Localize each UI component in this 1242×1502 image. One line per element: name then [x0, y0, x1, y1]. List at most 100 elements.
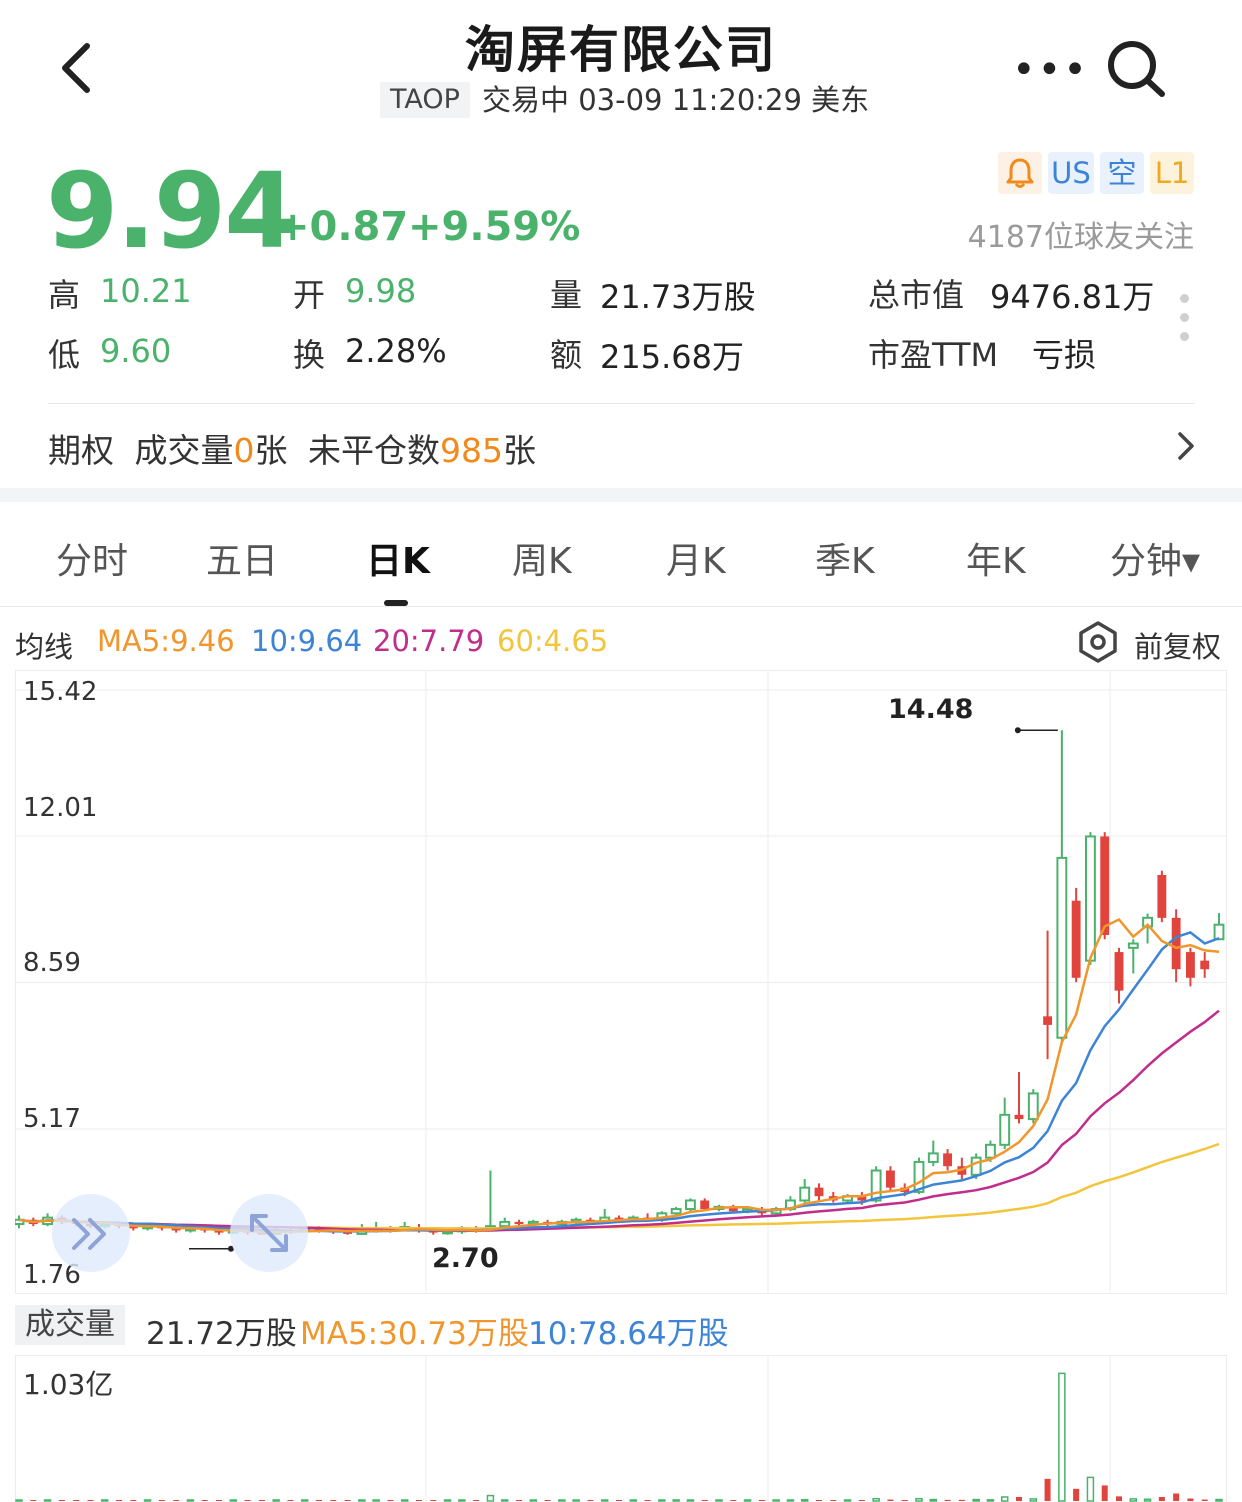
volume-bar	[216, 1500, 222, 1501]
volume-bar	[387, 1500, 394, 1501]
fullscreen-button[interactable]	[230, 1194, 308, 1272]
ma60-value: 60:4.65	[497, 624, 609, 658]
search-icon[interactable]	[1104, 38, 1168, 98]
candle-body	[214, 1230, 224, 1233]
volume-bar	[972, 1498, 980, 1502]
scroll-forward-button[interactable]	[52, 1194, 130, 1272]
candlestick-chart[interactable]	[15, 670, 1227, 1294]
ticker-badge: TAOP	[380, 82, 470, 118]
tab-daily-k[interactable]: 日K	[366, 541, 430, 582]
volume-bar	[743, 1499, 752, 1502]
tab-intraday[interactable]: 分时	[56, 541, 129, 582]
candle-body	[1014, 1114, 1024, 1120]
bell-icon[interactable]	[998, 152, 1042, 194]
ma20-line	[18, 1009, 1220, 1233]
low-value: 9.60	[100, 332, 172, 370]
back-icon[interactable]	[55, 40, 105, 96]
candle-body	[670, 1208, 682, 1215]
mktcap-value: 9476.81万	[990, 278, 1155, 316]
settings-hexagon-icon[interactable]	[1076, 620, 1120, 664]
volume-bar	[816, 1500, 822, 1501]
candle-body	[857, 1196, 867, 1201]
high-value: 10.21	[100, 272, 192, 310]
volume-bar	[958, 1499, 965, 1501]
volume-bar	[686, 1499, 695, 1502]
volume-bar	[1016, 1496, 1022, 1501]
more-icon[interactable]: •••	[1012, 47, 1089, 93]
volume-bar	[201, 1500, 208, 1501]
candle-body	[1085, 835, 1096, 962]
tab-yearly-k[interactable]: 年K	[966, 541, 1026, 582]
candle-body	[913, 1160, 925, 1193]
high-marker-dot	[1014, 727, 1021, 734]
volume-bar	[1129, 1498, 1138, 1502]
volume-bar	[87, 1500, 94, 1501]
expand-arrows-icon	[250, 1214, 288, 1252]
volume-bar	[473, 1500, 480, 1501]
volume-bar	[287, 1500, 294, 1501]
candle-body	[1043, 1016, 1052, 1025]
candle-body	[985, 1143, 996, 1159]
volume-bar	[458, 1499, 466, 1502]
ma20-value: 20:7.79	[373, 624, 485, 658]
volume-bar	[1073, 1488, 1080, 1501]
turnover-label: 换	[293, 336, 326, 374]
volume-bar	[173, 1500, 180, 1501]
volume-bar	[1215, 1498, 1223, 1502]
volume-bar	[372, 1499, 380, 1502]
candle-body	[1200, 960, 1210, 970]
adjust-mode[interactable]: 前复权	[1134, 630, 1222, 664]
candle-body	[314, 1228, 324, 1231]
turnover-value: 2.28%	[345, 332, 447, 370]
high-label: 高	[48, 276, 81, 314]
tab-minute[interactable]: 分钟▾	[1110, 541, 1201, 582]
active-tab-indicator	[384, 600, 408, 606]
divider	[48, 403, 1194, 404]
volume-bar	[944, 1499, 951, 1501]
candle-body	[514, 1221, 524, 1225]
last-price: 9.94	[46, 150, 297, 272]
tab-weekly-k[interactable]: 周K	[512, 541, 572, 582]
volume-bar	[116, 1500, 122, 1501]
volume-bar	[715, 1499, 723, 1502]
candle-body	[1114, 952, 1124, 991]
tab-monthly-k[interactable]: 月K	[666, 541, 726, 582]
candle-body	[499, 1220, 511, 1228]
candle-body	[1100, 836, 1110, 935]
volume-bar	[658, 1499, 666, 1502]
open-interest-value: 985	[440, 431, 503, 470]
volume-bar	[130, 1500, 137, 1501]
candle-body	[970, 1156, 982, 1176]
y-tick: 8.59	[23, 948, 81, 978]
expand-stats-icon[interactable]	[1180, 294, 1194, 351]
volume-bar	[1086, 1476, 1095, 1502]
volume-bar	[558, 1499, 566, 1502]
volume-bar	[629, 1499, 638, 1502]
ma-label: 均线	[15, 630, 74, 664]
candle-body	[799, 1186, 811, 1202]
candle-body	[886, 1170, 895, 1188]
candle-body	[614, 1217, 624, 1220]
volume-section-label[interactable]: 成交量	[15, 1305, 125, 1345]
tab-quarterly-k[interactable]: 季K	[815, 541, 875, 582]
mktcap-label: 总市值	[868, 276, 965, 314]
volume-bar	[258, 1500, 265, 1501]
options-row[interactable]: 期权 成交量0张 未平仓数985张	[48, 424, 536, 472]
volume-bar	[701, 1500, 708, 1501]
volume-bar	[830, 1500, 837, 1501]
volume-bar	[58, 1500, 65, 1501]
volume-bar	[644, 1500, 651, 1501]
volume-chart	[15, 1355, 1223, 1502]
volume-current: 21.72万股	[146, 1316, 297, 1352]
candle-body	[700, 1200, 710, 1210]
volume-bar	[400, 1499, 409, 1502]
candle-body	[728, 1206, 738, 1212]
chevron-right-icon[interactable]	[1172, 428, 1200, 464]
candle-body	[1071, 900, 1081, 978]
volume-bar	[316, 1500, 322, 1501]
volume-bar	[600, 1499, 609, 1502]
volume-bar	[616, 1500, 622, 1501]
amount-value: 215.68万	[600, 338, 744, 376]
volume-bar	[1158, 1496, 1165, 1501]
tab-five-day[interactable]: 五日	[206, 541, 279, 582]
